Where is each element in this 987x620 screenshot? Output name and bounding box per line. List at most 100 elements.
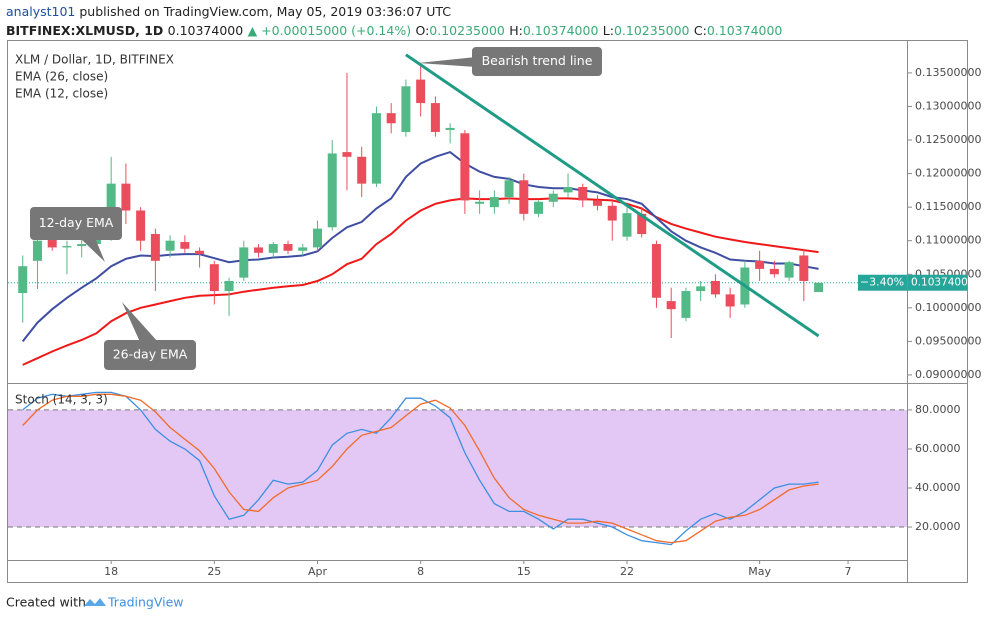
trend-line [405,53,820,338]
candle-body [121,183,131,211]
candle-body [799,255,809,281]
candle-body [710,280,720,295]
last-price-label: 0.10374000 [911,277,974,289]
change-label: −3.40% [860,276,904,289]
candle-body [651,244,661,298]
candle-body [637,213,647,234]
y-tick-label: 0.10000000 [915,301,981,314]
candle-body [136,210,146,241]
candle-body [47,235,57,248]
callout-pointer [122,302,158,342]
candle-body [342,152,352,157]
c: 0.10374000 [707,23,783,38]
y-tick-label: 0.11500000 [915,200,981,213]
x-tick-label: 25 [207,565,221,578]
x-tick-label: 7 [845,565,852,578]
candle-body [401,86,411,132]
candle-body [62,246,72,248]
x-tick-label: 15 [517,565,531,578]
h-label: H: [509,23,523,38]
chart: 0.13500000 0.13000000 0.12500000 0.12000000… [8,47,981,578]
x-tick-label: Apr [308,565,328,578]
h: 0.10374000 [523,23,599,38]
ema-line [21,150,819,343]
footer-text: Created with [6,595,86,610]
frame [7,40,968,583]
candle-body [814,282,824,293]
candle-body [460,133,470,201]
symbol-line: BITFINEX:XLMUSD, 1D 0.10374000 ▲ +0.0001… [6,23,782,38]
candle-body [327,153,337,228]
candle-body [430,103,440,132]
candle-body [254,247,264,253]
candle-body [769,268,779,275]
x-tick-label: 18 [104,565,118,578]
candle-body [283,244,293,251]
candle-body [268,244,278,253]
legend-entry: EMA (26, close) [15,70,108,84]
callout-text: 26-day EMA [113,347,188,362]
l: 0.10235000 [614,23,690,38]
candle-body [593,200,603,206]
pane-title: Stoch (14, 3, 3) [15,393,108,407]
stoch-line [22,393,819,544]
candle-body [755,260,765,269]
candle-body [607,205,617,221]
x-tick-label: 8 [417,565,424,578]
candle-body [224,280,234,292]
y-tick-label: 60.0000 [915,442,961,455]
y-tick-label: 0.09000000 [915,368,981,381]
candle-body [180,242,190,249]
candle-body [312,228,322,248]
candle-body [209,264,219,292]
candle-body [165,240,175,251]
candle-body [445,127,455,130]
legend-entry: EMA (12, close) [15,87,108,101]
y-tick-label: 0.12000000 [915,167,981,180]
candle-body [32,240,42,261]
callout-text: Bearish trend line [482,53,593,68]
y-tick-label: 80.0000 [915,403,961,416]
header-line: analyst101 published on TradingView.com,… [6,4,451,19]
candle-body [357,156,367,184]
o-label: O: [415,23,429,38]
candle-body [504,180,514,198]
candle-body [195,250,205,255]
o: 0.10235000 [429,23,505,38]
pane-title: XLM / Dollar, 1D, BITFINEX [15,53,174,67]
candle-body [519,180,529,214]
last-price-box [908,274,967,291]
candle-body [298,247,308,251]
candle-body [784,262,794,278]
candle-body [563,187,573,193]
candle-body [106,183,116,222]
y-tick-label: 0.13500000 [915,66,981,79]
callout-box [30,207,122,240]
x-tick-label: May [748,565,771,578]
callout-text: 12-day EMA [39,215,114,230]
candle-body [578,187,588,201]
ema-line [22,197,819,366]
candle-body [150,233,160,261]
author[interactable]: analyst101 [6,4,75,19]
change: ▲ +0.00015000 (+0.14%) [248,23,412,38]
y-tick-label: 0.11000000 [915,234,981,247]
candle-body [77,244,87,247]
candle-body [371,113,381,184]
brand[interactable]: TradingView [107,595,184,610]
candle-body [696,286,706,292]
stoch-line [22,391,819,546]
candle-body [681,291,691,318]
candle-body [534,201,544,214]
change-box [858,274,907,291]
c-label: C: [694,23,707,38]
l-label: L: [603,23,614,38]
y-tick-label: 40.0000 [915,481,961,494]
candle-body [239,247,249,278]
candle-body [548,193,558,202]
candle-body [386,113,396,124]
callout-pointer [418,57,476,67]
stoch-band [8,409,907,528]
candle-body [18,266,28,294]
